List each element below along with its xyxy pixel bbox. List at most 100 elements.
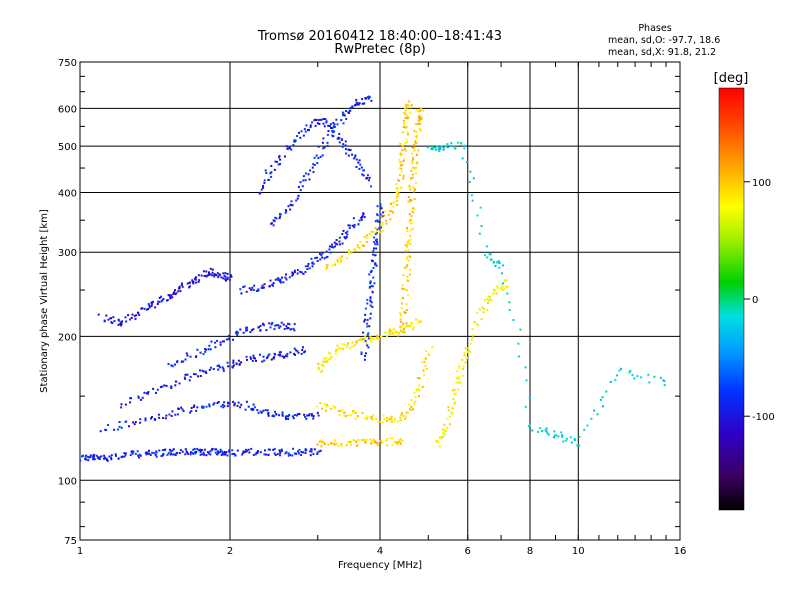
data-point [194,276,197,279]
data-point [317,414,320,417]
data-point [391,419,394,422]
data-point [216,402,219,404]
data-point [402,125,405,128]
data-point [120,403,123,406]
data-point [378,227,381,230]
data-point [410,321,413,324]
data-point [370,99,373,102]
data-point [457,141,460,144]
data-point [614,379,617,381]
data-point [117,323,120,326]
data-point [399,161,402,164]
data-point [435,145,438,148]
data-point [409,198,412,201]
data-point [325,120,328,123]
data-point [118,425,121,428]
data-point [636,375,639,378]
data-point [373,254,376,257]
data-point [412,186,415,189]
data-point [410,399,413,402]
data-point [323,146,326,149]
data-point [253,284,256,287]
data-point [366,344,369,347]
data-point [144,419,147,422]
data-point [276,160,279,163]
data-point [155,455,158,458]
data-point [447,406,450,409]
data-point [117,428,120,431]
data-point [364,358,366,361]
data-point [369,338,372,340]
data-point [326,266,329,269]
data-point [554,434,556,437]
data-point [349,106,352,109]
data-point [147,452,150,455]
data-point [240,403,243,406]
data-point [242,286,245,288]
data-point [402,160,405,163]
data-point [502,264,505,267]
data-point [413,146,416,149]
data-point [343,236,346,239]
data-point [303,128,306,131]
data-point [415,318,418,321]
data-point [409,273,411,276]
stats-line-x: mean, sd,X: 91.8, 21.2 [608,47,716,58]
data-point [590,417,593,420]
data-point [184,453,187,456]
data-point [426,146,429,149]
data-point [360,339,363,342]
data-point [298,131,300,134]
data-point [403,328,405,330]
data-point [390,420,393,423]
data-point [302,179,305,182]
data-point [148,306,151,309]
data-point [452,398,455,401]
data-point [386,438,389,441]
data-point [406,117,409,120]
data-point [420,320,422,323]
data-point [371,440,374,443]
data-point [288,276,291,279]
data-point [399,416,402,419]
data-point [313,164,316,166]
data-point [407,249,410,252]
data-point [188,286,191,289]
data-point [169,297,172,300]
data-point [393,331,396,334]
data-point [252,328,255,331]
data-point [227,338,230,341]
data-point [356,246,359,248]
data-point [376,444,379,446]
data-point [471,199,474,202]
data-point [416,153,418,156]
data-point [406,106,409,109]
data-point [278,449,281,452]
data-point [312,453,315,456]
data-point [250,447,253,450]
data-point [89,454,92,457]
data-point [406,264,409,267]
data-point [192,406,195,408]
data-point [155,391,157,394]
data-point [225,338,228,341]
data-point [378,221,381,224]
data-point [195,281,198,284]
data-point [273,328,276,331]
data-point [287,205,290,208]
data-point [495,285,498,288]
data-point [390,418,393,421]
data-point [322,137,325,140]
data-point [220,453,223,456]
data-point [246,358,248,361]
data-point [307,262,310,265]
data-point [208,403,211,406]
data-point [373,241,376,244]
data-point [147,303,150,306]
data-point [188,379,191,382]
data-point [181,450,184,453]
data-point [356,444,359,447]
data-point [369,312,372,315]
data-point [292,417,295,420]
data-point [406,115,409,118]
